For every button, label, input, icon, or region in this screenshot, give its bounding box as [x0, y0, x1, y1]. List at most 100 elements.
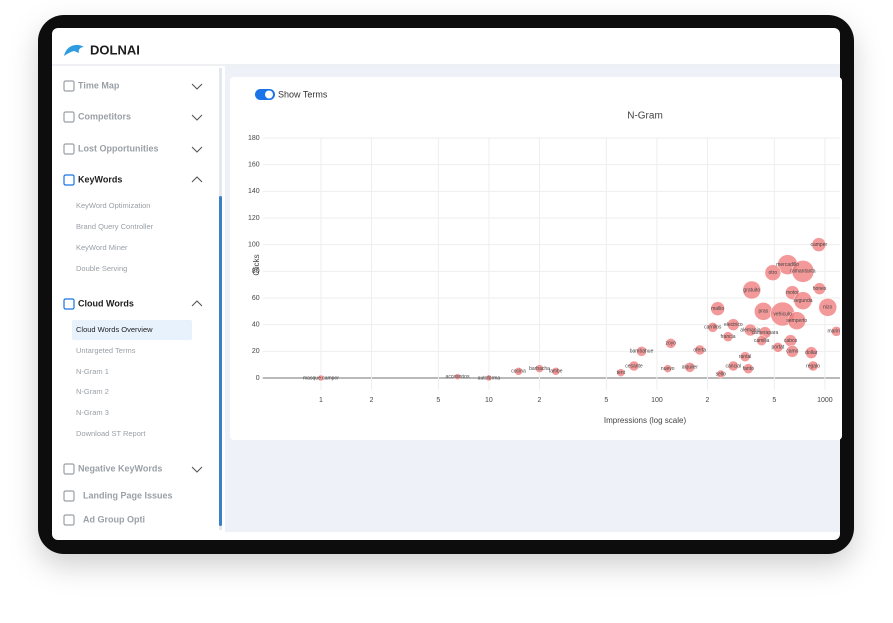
bubble[interactable] — [811, 237, 827, 252]
y-tick-label: 100 — [248, 242, 260, 249]
bubble[interactable] — [716, 369, 726, 379]
bubble[interactable] — [454, 373, 461, 380]
chevron[interactable] — [191, 176, 203, 183]
bubble[interactable] — [831, 326, 841, 337]
y-tick-label: 60 — [252, 295, 260, 302]
bubble[interactable] — [636, 346, 647, 357]
menu-label[interactable]: Time Map — [78, 80, 120, 90]
menu-label[interactable]: Lost Opportunities — [78, 143, 159, 153]
bubble[interactable] — [663, 364, 672, 373]
point-label: alquiler — [682, 365, 698, 371]
bubble[interactable] — [805, 346, 818, 359]
x-tick-label: 5 — [436, 397, 440, 404]
y-tick-label: 80 — [252, 268, 260, 275]
bubble[interactable] — [535, 364, 544, 373]
submenu-item[interactable]: Download ST Report — [76, 429, 146, 438]
menu-label[interactable]: Competitors — [78, 111, 131, 121]
bubble[interactable] — [818, 298, 838, 317]
menu-label[interactable]: KeyWords — [78, 174, 122, 184]
bubble[interactable] — [756, 335, 767, 346]
bubble[interactable] — [743, 363, 754, 374]
bubble[interactable] — [710, 301, 725, 316]
submenu-item[interactable]: Untargeted Terms — [76, 346, 136, 355]
bubble[interactable] — [628, 360, 640, 372]
point-label: cancial — [726, 363, 742, 369]
sidebar: Time Map Competitors Lost Opportunities Key… — [63, 80, 203, 526]
point-label: cesante — [625, 363, 643, 369]
toggle-knob[interactable] — [265, 90, 273, 99]
point-label: gratuito — [743, 287, 760, 293]
point-label: segunda — [793, 298, 812, 304]
point-label: camerapara — [752, 330, 779, 336]
bubble[interactable] — [787, 311, 807, 330]
submenu-item[interactable]: N-Gram 2 — [76, 387, 109, 396]
y-tick-label: 180 — [248, 135, 260, 142]
bubble[interactable] — [791, 260, 815, 283]
x-tick-label: 100 — [651, 397, 663, 404]
bubble[interactable] — [722, 331, 734, 342]
y-tick-label: 40 — [252, 322, 260, 329]
submenu-item[interactable]: KeyWord Optimization — [76, 201, 150, 210]
x-tick-label: 1000 — [817, 397, 833, 404]
point-label: portat — [771, 345, 784, 351]
menu-icon — [63, 174, 75, 186]
point-label: electrico — [724, 322, 743, 328]
chart-title: N-Gram — [627, 111, 663, 122]
point-label: barbacha — [529, 366, 550, 372]
submenu-item[interactable]: N-Gram 1 — [76, 367, 109, 376]
point-label: mallio — [711, 306, 724, 312]
bubble[interactable] — [744, 323, 757, 337]
chevron[interactable] — [191, 300, 203, 307]
menu-icon — [63, 490, 75, 502]
bubble[interactable] — [665, 338, 677, 349]
point-label: regalo — [806, 363, 820, 369]
bubble[interactable] — [317, 374, 325, 382]
bubble[interactable] — [764, 264, 782, 281]
menu-icon — [63, 143, 75, 155]
bubble[interactable] — [514, 367, 523, 376]
chevron[interactable] — [191, 146, 203, 153]
point-label: otro — [769, 270, 778, 276]
y-tick-label: 20 — [252, 348, 260, 355]
point-label: camo — [786, 349, 798, 355]
toggle[interactable]: Show Terms — [255, 89, 328, 100]
submenu-item[interactable]: Brand Query Controller — [76, 222, 154, 231]
bubble[interactable] — [694, 344, 706, 356]
menu-label[interactable]: Landing Page Issues — [83, 490, 173, 500]
submenu-item[interactable]: Cloud Words Overview — [76, 325, 153, 334]
bubble[interactable] — [728, 360, 739, 372]
point-label: fanto — [743, 366, 754, 372]
card — [230, 77, 842, 440]
menu-label[interactable]: Negative KeyWords — [78, 463, 162, 473]
chevron[interactable] — [191, 466, 203, 473]
submenu-item[interactable]: N-Gram 3 — [76, 408, 109, 417]
point-label: bambahue — [630, 349, 654, 355]
bubble[interactable] — [813, 282, 826, 295]
bubble[interactable] — [485, 374, 493, 382]
logo — [64, 44, 84, 56]
bubble[interactable] — [742, 280, 762, 300]
brand: DOLNAI — [90, 42, 140, 57]
chevron[interactable] — [191, 83, 203, 90]
submenu-item[interactable]: KeyWord Miner — [76, 243, 128, 252]
bubble[interactable] — [772, 342, 784, 353]
bubble[interactable] — [616, 368, 626, 377]
submenu-item[interactable]: Double Serving — [76, 264, 127, 273]
menu-icon — [63, 111, 75, 123]
bubble[interactable] — [786, 345, 799, 358]
bubble[interactable] — [727, 318, 740, 331]
bubble[interactable] — [793, 291, 813, 310]
bubble[interactable] — [551, 367, 561, 376]
menu-icon — [63, 298, 75, 310]
chevron[interactable] — [191, 114, 203, 121]
bubble[interactable] — [739, 351, 751, 362]
point-label: marines — [827, 329, 845, 335]
scroll-thumb[interactable] — [219, 196, 222, 526]
bubble[interactable] — [707, 322, 719, 333]
bubble[interactable] — [684, 362, 696, 373]
bubble[interactable] — [807, 360, 819, 372]
menu-label[interactable]: Cloud Words — [78, 298, 134, 308]
menu-label[interactable]: Ad Group Opti — [83, 514, 145, 524]
